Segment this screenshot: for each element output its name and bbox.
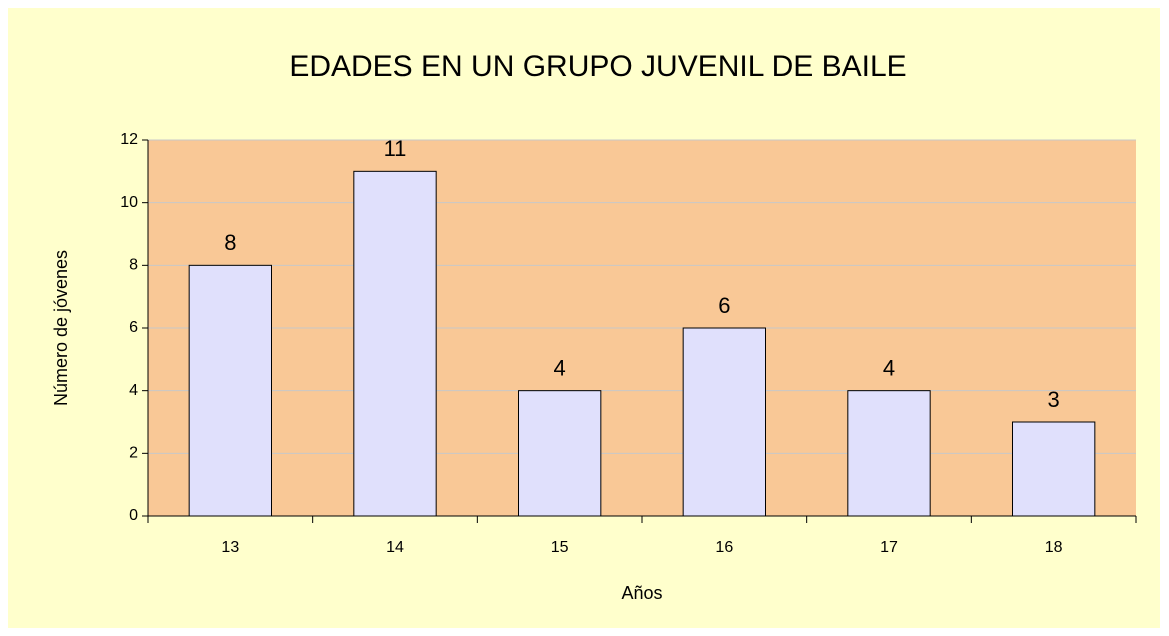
y-tick-label: 10 — [120, 194, 138, 211]
data-label: 4 — [883, 355, 895, 380]
y-tick-label: 8 — [129, 257, 138, 274]
bar — [353, 170, 437, 517]
data-label: 4 — [554, 355, 566, 380]
bar — [847, 390, 931, 517]
chart-title: EDADES EN UN GRUPO JUVENIL DE BAILE — [289, 50, 906, 83]
y-tick-label: 6 — [129, 319, 138, 336]
data-label: 8 — [224, 230, 236, 255]
y-axis-label: Número de jóvenes — [51, 250, 71, 406]
y-tick-label: 0 — [129, 507, 138, 524]
x-tick-label: 15 — [551, 539, 569, 556]
x-tick-label: 18 — [1045, 539, 1063, 556]
y-tick-label: 12 — [120, 131, 138, 148]
y-tick-label: 4 — [129, 382, 138, 399]
data-label: 11 — [384, 136, 407, 161]
bar — [518, 390, 602, 517]
x-tick-label: 17 — [880, 539, 898, 556]
bar — [682, 327, 767, 517]
x-tick-label: 13 — [221, 539, 239, 556]
x-tick-label: 14 — [386, 539, 404, 556]
data-label: 3 — [1048, 387, 1060, 412]
x-tick-label: 16 — [715, 539, 733, 556]
data-label: 6 — [718, 293, 730, 318]
y-tick-label: 2 — [129, 445, 138, 462]
bar — [188, 264, 273, 517]
x-axis-label: Años — [621, 583, 662, 603]
bar — [1012, 421, 1096, 517]
